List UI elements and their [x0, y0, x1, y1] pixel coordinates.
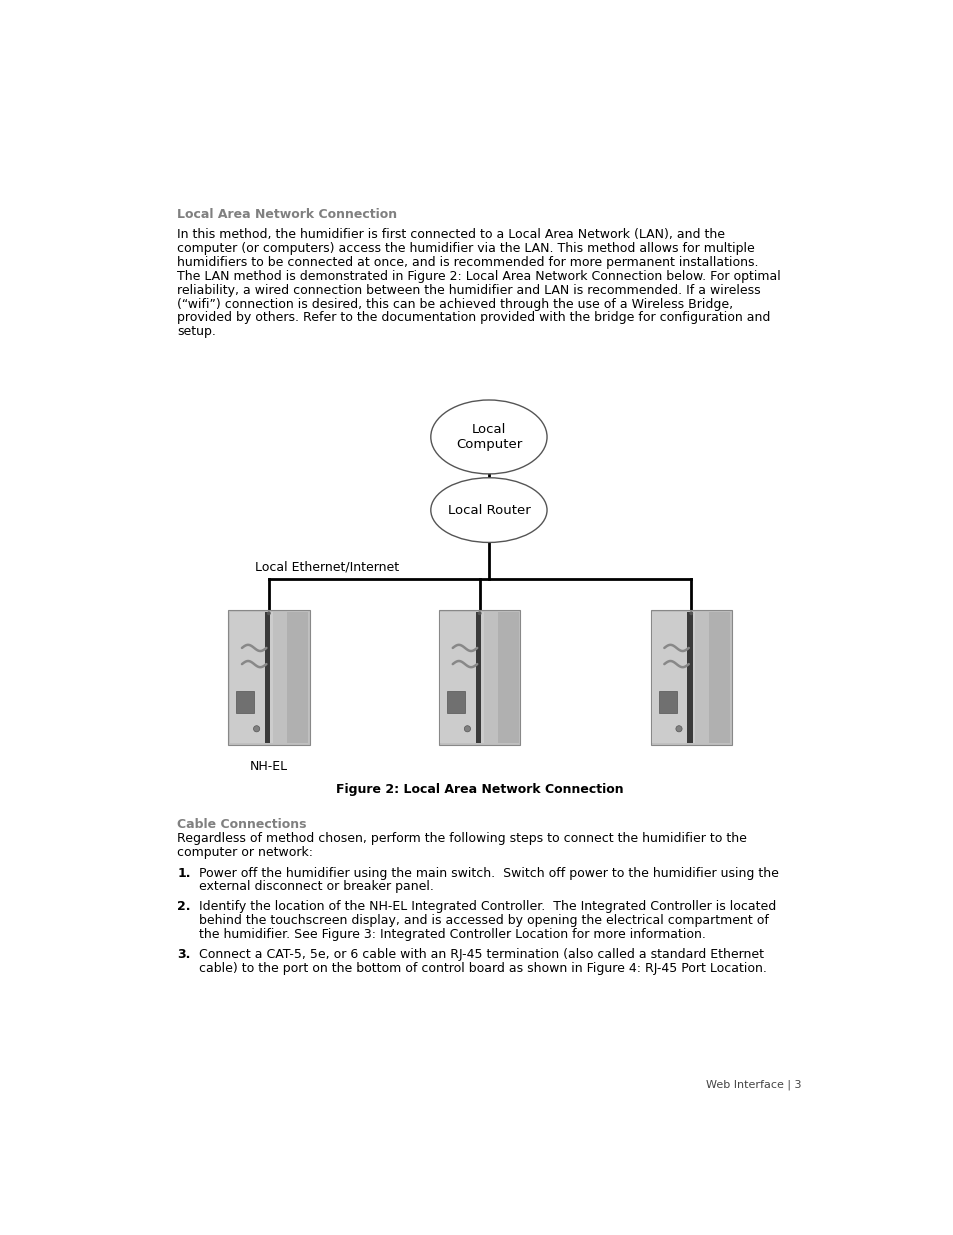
Bar	[652, 611, 695, 743]
Circle shape	[267, 611, 271, 615]
Text: In this method, the humidifier is first connected to a Local Area Network (LAN),: In this method, the humidifier is first …	[177, 228, 724, 241]
Bar	[230, 611, 273, 743]
Bar	[497, 611, 518, 743]
Text: Cable Connections: Cable Connections	[177, 818, 307, 831]
Bar	[686, 611, 692, 743]
Circle shape	[464, 726, 470, 732]
Text: Regardless of method chosen, perform the following steps to connect the humidifi: Regardless of method chosen, perform the…	[177, 832, 746, 845]
Ellipse shape	[431, 478, 546, 542]
Text: the humidifier. See Figure 3: Integrated Controller Location for more informatio: the humidifier. See Figure 3: Integrated…	[199, 929, 705, 941]
Circle shape	[253, 726, 259, 732]
Bar	[658, 692, 676, 713]
Bar	[438, 610, 519, 745]
Text: Web Interface | 3: Web Interface | 3	[705, 1079, 801, 1091]
Bar	[475, 611, 480, 743]
Text: Identify the location of the NH-EL Integrated Controller.  The Integrated Contro: Identify the location of the NH-EL Integ…	[199, 900, 776, 914]
Text: setup.: setup.	[177, 325, 216, 338]
Bar	[708, 611, 730, 743]
Text: provided by others. Refer to the documentation provided with the bridge for conf: provided by others. Refer to the documen…	[177, 311, 770, 325]
Ellipse shape	[431, 400, 546, 474]
Text: Power off the humidifier using the main switch.  Switch off power to the humidif: Power off the humidifier using the main …	[199, 867, 779, 879]
Text: Local Router: Local Router	[447, 504, 530, 516]
Text: external disconnect or breaker panel.: external disconnect or breaker panel.	[199, 881, 434, 893]
Bar	[228, 610, 309, 745]
Bar	[650, 610, 731, 745]
Circle shape	[675, 726, 681, 732]
Text: reliability, a wired connection between the humidifier and LAN is recommended. I: reliability, a wired connection between …	[177, 284, 760, 296]
Text: computer (or computers) access the humidifier via the LAN. This method allows fo: computer (or computers) access the humid…	[177, 242, 755, 256]
Text: Local Area Network Connection: Local Area Network Connection	[177, 209, 397, 221]
Text: computer or network:: computer or network:	[177, 846, 313, 858]
Text: The LAN method is demonstrated in Figure 2: Local Area Network Connection below.: The LAN method is demonstrated in Figure…	[177, 270, 781, 283]
Circle shape	[477, 611, 481, 615]
Text: Figure 2: Local Area Network Connection: Figure 2: Local Area Network Connection	[335, 783, 622, 797]
Text: Local Ethernet/Internet: Local Ethernet/Internet	[254, 561, 398, 573]
Text: Connect a CAT-5, 5e, or 6 cable with an RJ-45 termination (also called a standar: Connect a CAT-5, 5e, or 6 cable with an …	[199, 948, 763, 961]
Bar	[447, 692, 464, 713]
Text: 3.: 3.	[177, 948, 191, 961]
Text: behind the touchscreen display, and is accessed by opening the electrical compar: behind the touchscreen display, and is a…	[199, 914, 768, 927]
Text: cable) to the port on the bottom of control board as shown in Figure 4: RJ-45 Po: cable) to the port on the bottom of cont…	[199, 962, 766, 976]
Text: (“wifi”) connection is desired, this can be achieved through the use of a Wirele: (“wifi”) connection is desired, this can…	[177, 298, 733, 310]
Bar	[265, 611, 270, 743]
Bar	[236, 692, 253, 713]
Text: NH-EL: NH-EL	[250, 761, 288, 773]
Bar	[440, 611, 483, 743]
Bar	[287, 611, 308, 743]
Text: 2.: 2.	[177, 900, 191, 914]
Text: humidifiers to be connected at once, and is recommended for more permanent insta: humidifiers to be connected at once, and…	[177, 256, 758, 269]
Text: 1.: 1.	[177, 867, 191, 879]
Circle shape	[688, 611, 693, 615]
Text: Local
Computer: Local Computer	[456, 422, 521, 451]
